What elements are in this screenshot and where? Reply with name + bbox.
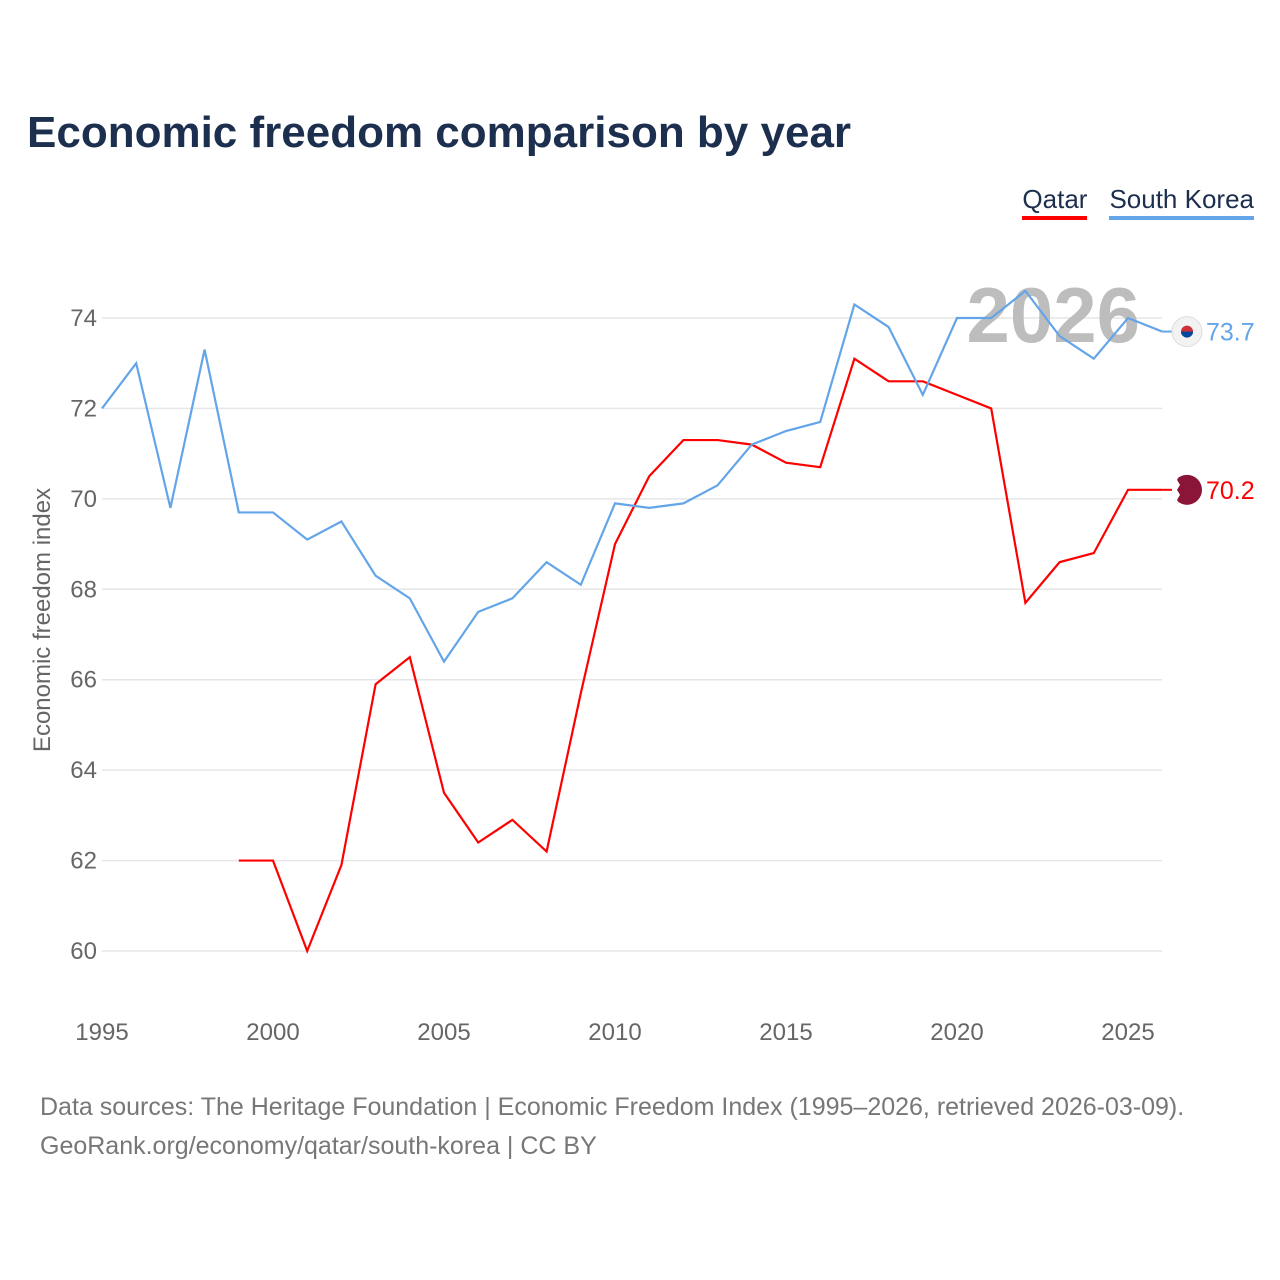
x-tick-label: 2015 [759, 1019, 812, 1046]
x-tick-label: 2000 [246, 1019, 299, 1046]
y-tick-label: 68 [70, 576, 97, 603]
y-tick-label: 66 [70, 667, 97, 694]
series-line-qatar [238, 356, 1163, 955]
x-tick-label: 2010 [588, 1019, 641, 1046]
end-value-label: 70.2 [1206, 477, 1255, 505]
south-korea-flag-icon [1171, 316, 1203, 348]
footer-link[interactable]: GeoRank.org/economy/qatar/south-korea | … [40, 1132, 597, 1160]
footer: Data sources: The Heritage Foundation | … [40, 1088, 1184, 1166]
x-tick-label: 2025 [1101, 1019, 1154, 1046]
y-tick-label: 62 [70, 848, 97, 875]
legend: Qatar South Korea [1022, 184, 1254, 220]
x-tick-label: 1995 [75, 1019, 128, 1046]
x-tick-label: 2020 [930, 1019, 983, 1046]
end-value-label: 73.7 [1206, 319, 1255, 347]
legend-item-qatar[interactable]: Qatar [1022, 184, 1088, 220]
y-tick-label: 60 [70, 938, 97, 965]
y-axis-label: Economic freedom index [29, 488, 56, 752]
y-tick-label: 64 [70, 757, 97, 784]
footer-sources: Data sources: The Heritage Foundation | … [40, 1093, 1185, 1121]
qatar-flag-icon [1172, 474, 1202, 505]
y-tick-label: 74 [70, 305, 97, 332]
x-tick-label: 2005 [417, 1019, 470, 1046]
y-tick-label: 70 [70, 486, 97, 513]
series-line-south-korea [101, 289, 1163, 664]
year-watermark: 2026 [966, 271, 1140, 359]
legend-item-south-korea[interactable]: South Korea [1109, 184, 1254, 220]
y-tick-label: 72 [70, 395, 97, 422]
chart-title: Economic freedom comparison by year [27, 108, 852, 157]
